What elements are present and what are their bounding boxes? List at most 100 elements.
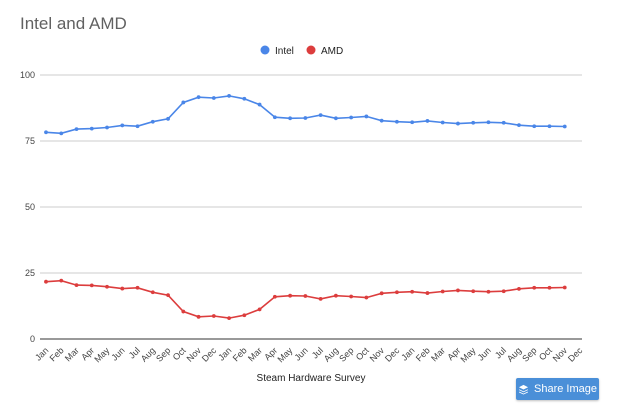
data-point xyxy=(89,283,94,288)
data-point xyxy=(410,120,415,125)
x-tick-label: Nov xyxy=(551,345,570,364)
data-point xyxy=(120,123,125,128)
data-point xyxy=(440,120,445,125)
data-point xyxy=(379,291,384,296)
legend-marker xyxy=(260,45,270,55)
x-tick-label: Aug xyxy=(505,345,523,363)
data-point xyxy=(227,93,231,98)
data-point xyxy=(303,294,308,298)
data-point xyxy=(318,296,323,301)
y-tick-label: 50 xyxy=(25,202,35,212)
data-point xyxy=(532,285,537,290)
data-point xyxy=(395,119,399,124)
chart-title: Intel and AMD xyxy=(20,14,127,33)
data-point xyxy=(486,289,491,294)
x-tick-label: Feb xyxy=(414,345,432,363)
data-point xyxy=(333,116,338,121)
y-axis-ticks: 0 25 50 75 100 xyxy=(20,70,35,344)
data-point xyxy=(303,116,308,120)
data-point xyxy=(562,285,567,290)
series-intel xyxy=(44,93,567,136)
legend-item-intel: Intel xyxy=(260,45,294,57)
x-tick-label: Sep xyxy=(520,345,538,363)
data-point xyxy=(395,290,399,295)
x-tick-label: Mar xyxy=(63,345,81,363)
legend-item-amd: AMD xyxy=(306,45,343,57)
data-point xyxy=(333,293,338,298)
data-point xyxy=(364,295,369,300)
data-point xyxy=(410,289,415,294)
data-point xyxy=(44,279,48,284)
x-tick-label: Oct xyxy=(171,345,188,362)
data-point xyxy=(211,314,216,318)
data-point xyxy=(272,115,277,120)
x-tick-label: Jan xyxy=(216,345,233,362)
data-point xyxy=(257,307,262,312)
data-point xyxy=(562,124,567,129)
x-tick-label: Jan xyxy=(33,345,50,362)
data-point xyxy=(257,102,262,107)
x-tick-label: Feb xyxy=(231,345,249,363)
data-point xyxy=(181,100,186,105)
data-point xyxy=(547,285,552,290)
layers-icon xyxy=(518,384,529,395)
x-tick-label: Mar xyxy=(429,345,447,363)
series-line xyxy=(45,279,565,319)
data-point xyxy=(150,290,155,295)
data-point xyxy=(105,284,109,289)
x-tick-label: Nov xyxy=(368,345,387,364)
x-tick-label: Nov xyxy=(185,345,204,364)
legend-label: Intel xyxy=(275,46,294,57)
data-point xyxy=(150,119,155,124)
x-tick-label: Dec xyxy=(200,345,219,364)
data-point xyxy=(440,289,445,294)
data-point xyxy=(425,119,430,123)
data-point xyxy=(74,127,79,132)
data-point xyxy=(349,115,354,120)
data-point xyxy=(272,294,277,299)
legend: Intel AMD xyxy=(260,45,343,57)
data-point xyxy=(242,313,247,318)
share-image-button[interactable]: Share Image xyxy=(516,378,599,400)
data-point xyxy=(89,126,94,131)
grid-lines xyxy=(40,74,582,340)
data-point xyxy=(456,288,460,293)
data-point xyxy=(166,293,170,298)
y-tick-label: 0 xyxy=(30,334,35,344)
y-tick-label: 25 xyxy=(25,268,35,278)
x-tick-label: Dec xyxy=(566,345,585,364)
data-point xyxy=(517,123,521,128)
data-point xyxy=(105,125,109,130)
data-point xyxy=(486,120,491,125)
data-point xyxy=(501,120,506,125)
data-point xyxy=(517,286,521,291)
x-tick-label: Aug xyxy=(322,345,340,363)
data-point xyxy=(74,283,79,288)
data-point xyxy=(349,294,354,299)
data-point xyxy=(120,286,125,291)
data-point xyxy=(456,121,460,126)
data-point xyxy=(196,314,201,319)
data-point xyxy=(166,116,170,121)
series-group xyxy=(44,93,567,321)
x-tick-label: Dec xyxy=(383,345,402,364)
series-line xyxy=(45,95,565,135)
x-tick-label: Jun xyxy=(292,345,309,362)
data-point xyxy=(181,309,186,314)
x-tick-label: Oct xyxy=(537,345,554,362)
x-tick-label: Sep xyxy=(154,345,172,363)
legend-marker xyxy=(306,45,316,55)
x-tick-label: Oct xyxy=(354,345,371,362)
data-point xyxy=(135,285,140,290)
y-tick-label: 75 xyxy=(25,136,35,146)
data-point xyxy=(196,95,201,100)
data-point xyxy=(44,130,48,135)
x-tick-label: Jun xyxy=(109,345,126,362)
data-point xyxy=(288,293,293,298)
data-point xyxy=(242,96,247,101)
data-point xyxy=(471,120,476,125)
data-point xyxy=(547,124,552,129)
series-amd xyxy=(44,278,567,321)
data-point xyxy=(379,118,384,123)
